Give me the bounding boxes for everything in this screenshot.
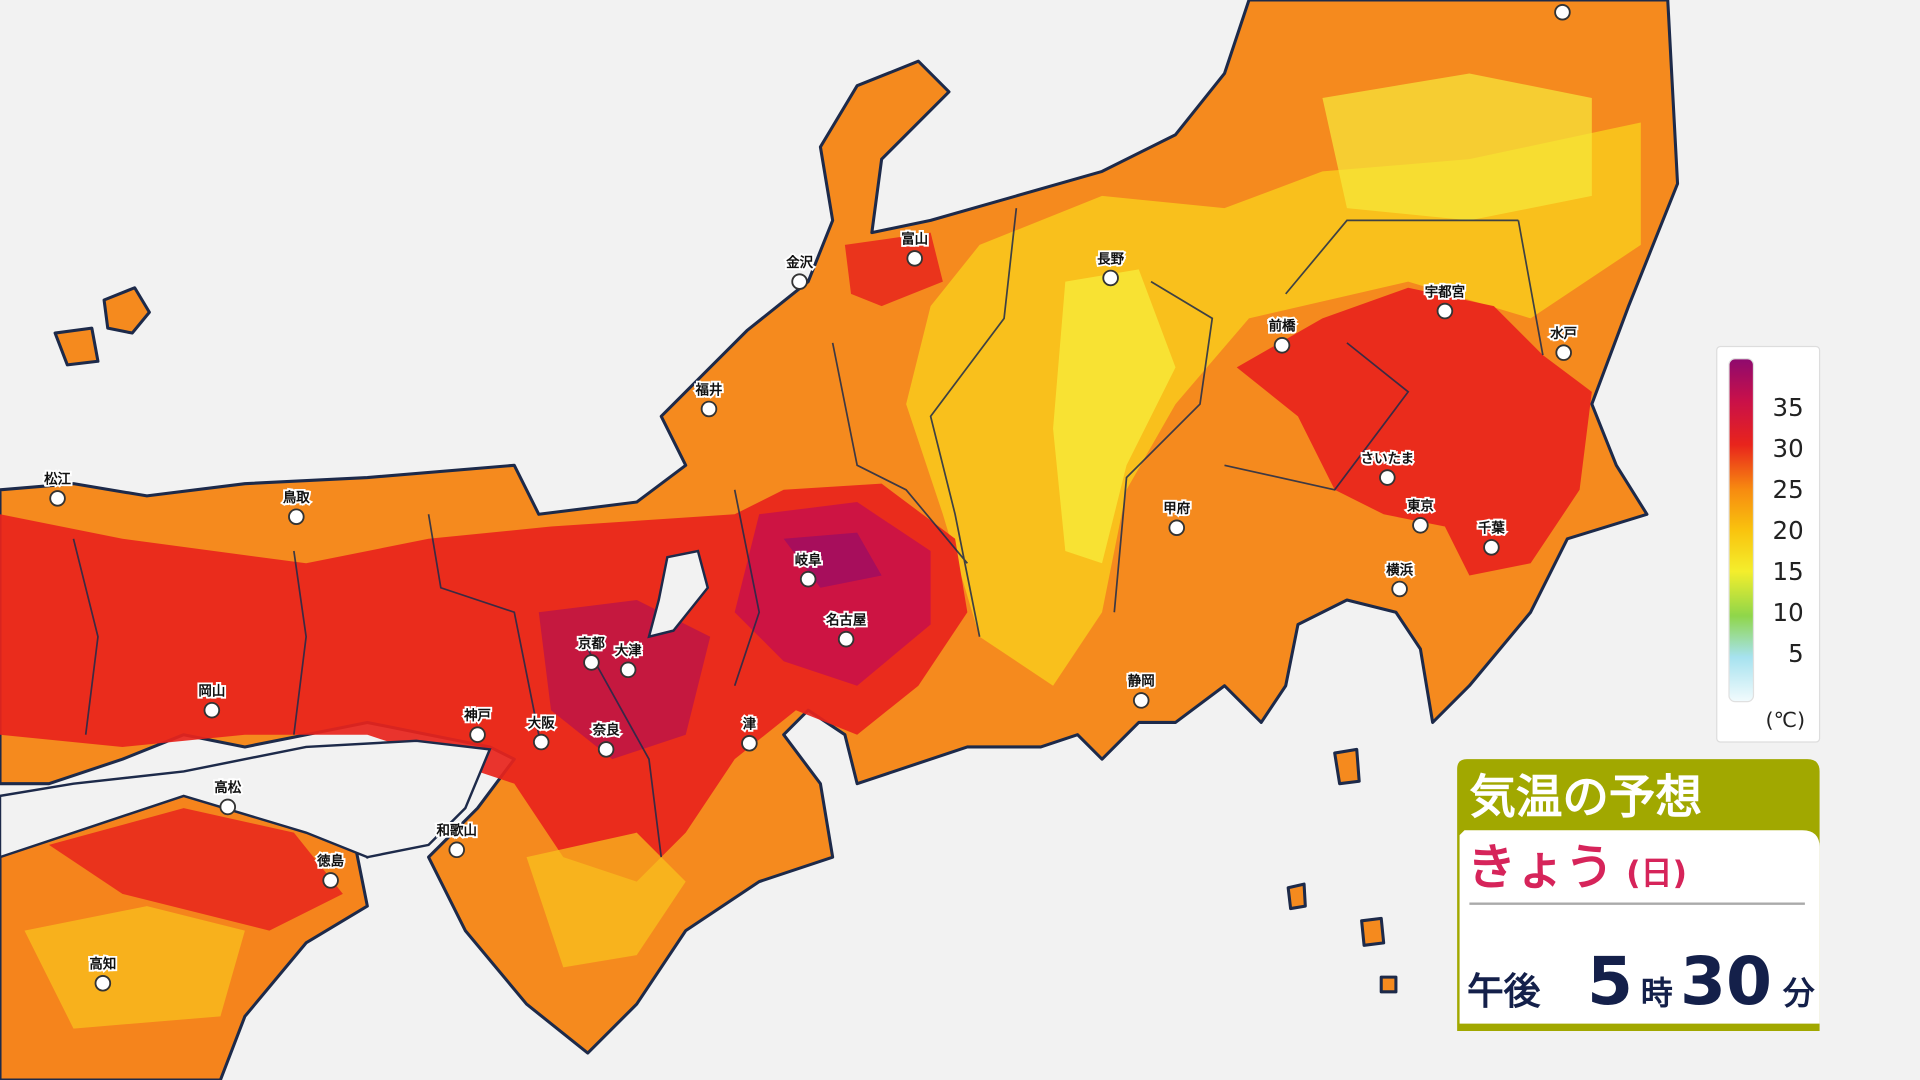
hour-unit: 時 [1641,974,1673,1012]
city-marker [791,273,808,290]
city-label: 横浜 [1386,561,1413,578]
city-label: 富山 [901,231,928,248]
minute-unit: 分 [1782,974,1815,1012]
island [1286,882,1307,911]
island [1333,747,1361,786]
city-label: 名古屋 [825,611,867,628]
city-label: 甲府 [1163,500,1190,517]
city-marker [1483,539,1500,556]
legend-colorbar [1728,358,1755,703]
city-label: 岡山 [198,684,225,700]
city-marker [469,726,486,743]
legend-label: 25 [1773,475,1804,504]
legend-labels: 35 30 25 20 15 10 5 [1773,393,1804,668]
city-marker [619,661,637,679]
city-marker [1102,269,1119,287]
period: 午後 [1467,970,1541,1013]
legend-label: 35 [1773,393,1804,422]
city-label: さいたま [1361,451,1414,467]
city-marker [203,701,221,719]
panel-body [1459,830,1820,1024]
city-label: 岐阜 [795,551,822,568]
lake-biwa [647,549,710,639]
city-marker [906,250,923,267]
city-marker [94,975,112,992]
city-label: 高松 [214,779,241,796]
temperature-zones [0,73,1641,1029]
city-label: 東京 [1407,498,1434,515]
island [53,326,100,367]
legend-label: 30 [1773,434,1804,463]
legend-label: 15 [1773,557,1804,586]
city-label: 徳島 [316,853,344,870]
city-label: 水戸 [1549,325,1577,342]
prefecture-borders [72,208,1544,858]
city-marker [49,490,66,507]
city-marker [1379,469,1396,486]
bay [0,739,492,859]
city-label: 前橋 [1269,318,1296,335]
city-marker [583,654,600,671]
city-marker [219,798,237,816]
city-marker [799,570,817,588]
legend-label: 10 [1773,598,1804,627]
city-label: 和歌山 [437,822,477,839]
city-marker [1412,517,1429,534]
legend-label: 5 [1788,639,1804,668]
city-label: 長野 [1097,251,1124,267]
city-label: 鳥取 [283,489,310,506]
island [102,286,151,335]
city-label: 福井 [695,381,723,398]
panel-title: 気温の予想 [1469,770,1702,824]
city-marker [700,400,718,418]
legend-unit: (℃) [1766,708,1806,732]
city-label: 高知 [89,956,116,973]
city-label: 宇都宮 [1425,283,1465,300]
island [1379,975,1398,994]
city-marker [1555,344,1572,361]
time-panel: 気温の予想 きょう (日) 午後 5 時 30 分 [1457,759,1820,1032]
city-label: 大阪 [528,714,555,731]
city-label: 静岡 [1128,673,1155,690]
city-marker [532,733,550,751]
city-marker [837,630,855,648]
city-marker [322,872,339,889]
legend-label: 20 [1773,516,1804,545]
city-marker [1132,692,1150,709]
city-marker [1391,580,1408,598]
city-marker [1273,337,1291,354]
city-marker [1554,3,1571,21]
weekday: (日) [1626,854,1687,892]
city-label: 京都 [578,636,605,652]
minute: 30 [1680,943,1772,1020]
city-label: 千葉 [1478,520,1505,537]
city-label: 松江 [44,471,71,488]
island [1360,916,1386,947]
city-marker [741,735,758,752]
hour: 5 [1587,943,1633,1020]
city-label: 金沢 [786,254,813,271]
city-marker [1168,519,1185,537]
city-label: 神戸 [463,707,491,724]
city-label: 津 [743,716,757,733]
city-label: 大津 [615,642,642,659]
city-marker [1436,302,1454,320]
city-marker [448,841,465,859]
city-marker [597,741,615,758]
city-label: 奈良 [592,722,620,739]
city-marker [288,508,305,526]
day: きょう [1467,839,1614,896]
